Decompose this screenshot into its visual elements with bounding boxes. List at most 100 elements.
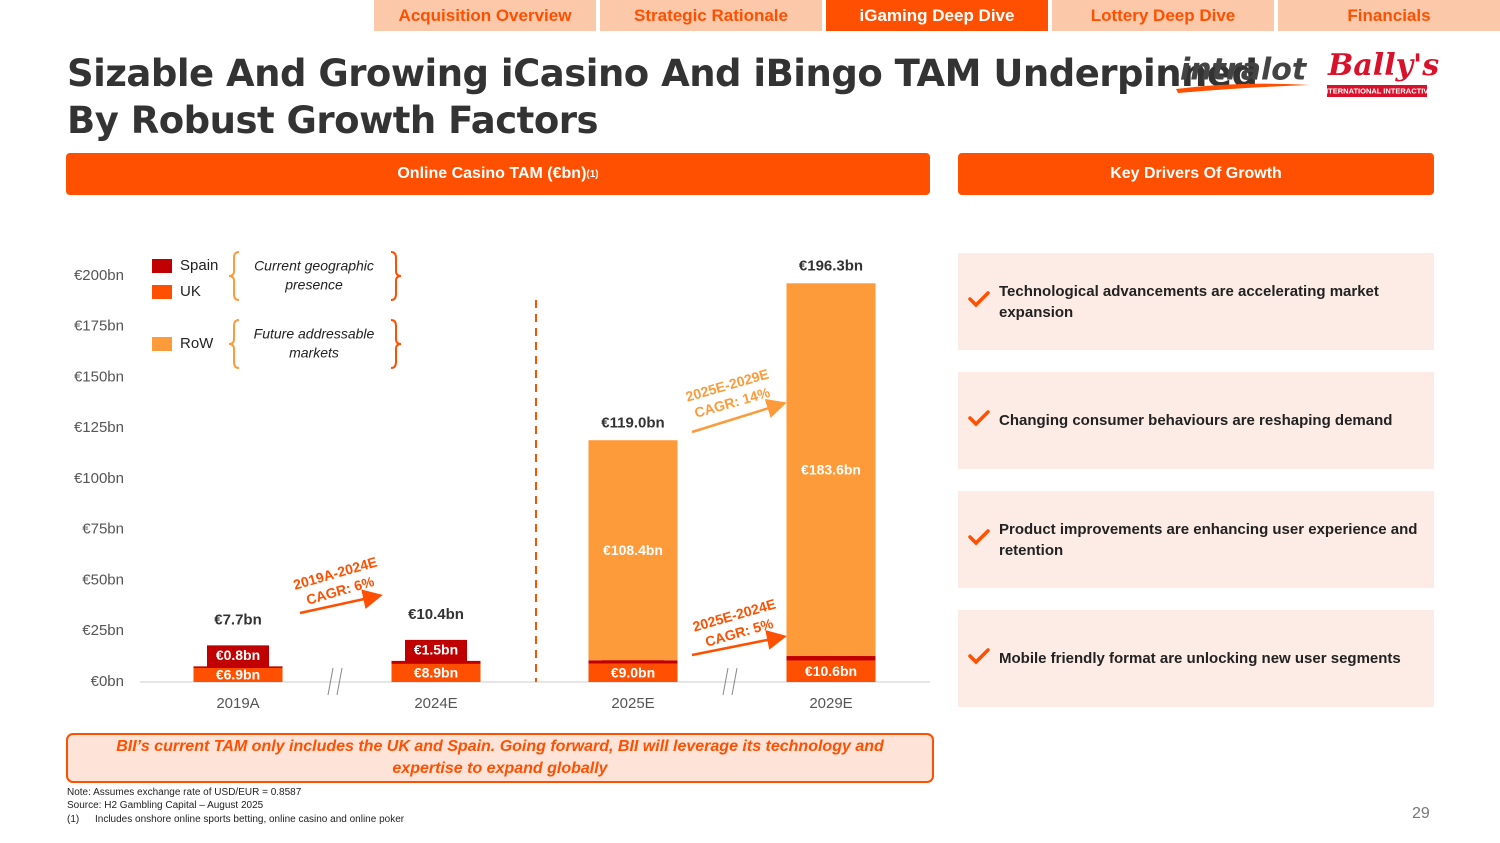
total-label: €119.0bn: [601, 414, 664, 431]
x-tick-label: 2019A: [216, 695, 259, 712]
x-tick-label: 2029E: [809, 695, 852, 712]
slide-title: Sizable And Growing iCasino And iBingo T…: [67, 50, 1258, 144]
legend-swatch: [152, 337, 172, 351]
chart-title: Online Casino TAM (€bn): [397, 165, 587, 182]
check: [967, 648, 990, 665]
axis-break: [336, 667, 343, 696]
bar-segment: [391, 663, 481, 682]
callout-text: BII’s current TAM only includes the UK a…: [116, 738, 884, 777]
y-tick-label: €200bn: [74, 267, 124, 284]
value-label: €6.9bn: [216, 667, 260, 683]
check-icon: [958, 647, 999, 670]
logo-swoosh: [1176, 83, 1310, 93]
legend-group-label: Future addressable: [254, 326, 375, 342]
nav-tab[interactable]: Lottery Deep Dive: [1052, 0, 1274, 31]
driver-card: Product improvements are enhancing user …: [958, 491, 1434, 588]
axis-break: [731, 667, 738, 696]
y-tick-label: €125bn: [74, 419, 124, 436]
legend-brace: [228, 251, 240, 301]
ballys-logo: Bally's: [1327, 48, 1439, 83]
legend-swatch: [152, 259, 172, 273]
footnote-text: Includes onshore online sports betting, …: [95, 814, 405, 825]
bar-segment: [786, 660, 876, 682]
title-line: Sizable And Growing iCasino And iBingo T…: [67, 52, 1258, 95]
check-icon: [958, 528, 999, 551]
bar-segment: [786, 283, 876, 657]
ballys-sub-box: [1327, 85, 1427, 97]
bar-segment: [588, 440, 678, 661]
logos: intralot Bally's INTERNATIONAL INTERACTI…: [1176, 48, 1439, 97]
footnote: (1) Includes onshore online sports bettin…: [67, 814, 404, 825]
total-label: €196.3bn: [799, 257, 863, 274]
x-tick-label: 2024E: [414, 695, 457, 712]
value-label: €10.6bn: [805, 663, 857, 679]
x-tick-label: 2025E: [611, 695, 654, 712]
legend-group-label: Current geographic: [254, 258, 374, 274]
driver-text: Product improvements are enhancing user …: [999, 520, 1418, 559]
nav-tab[interactable]: Strategic Rationale: [600, 0, 822, 31]
y-tick-label: €175bn: [74, 318, 124, 335]
driver-text: Mobile friendly format are unlocking new…: [999, 650, 1401, 667]
source: Source: H2 Gambling Capital – August 202…: [67, 800, 264, 811]
legend-label: UK: [180, 283, 201, 300]
drivers-title: Key Drivers Of Growth: [1110, 165, 1282, 182]
value-label: €8.9bn: [414, 665, 458, 681]
ballys-sub: INTERNATIONAL INTERACTIVE: [1321, 86, 1434, 95]
drivers-header: Key Drivers Of Growth: [958, 153, 1434, 195]
nav-tab[interactable]: Acquisition Overview: [374, 0, 596, 31]
axis-break: [327, 667, 334, 696]
value-label-box: [405, 639, 467, 662]
axis-break: [722, 667, 729, 696]
cagr-arrow: [299, 589, 383, 615]
page-number: 29: [1412, 805, 1430, 822]
y-tick-label: €75bn: [82, 521, 124, 538]
value-label: €0.8bn: [216, 647, 260, 663]
bar-segment: [786, 656, 876, 661]
y-tick-label: €0bn: [91, 673, 124, 690]
driver-text: Changing consumer behaviours are reshapi…: [999, 412, 1393, 429]
legend-label: Spain: [180, 257, 218, 274]
total-label: €7.7bn: [214, 611, 262, 628]
driver-card: Technological advancements are accelerat…: [958, 253, 1434, 350]
legend-swatch: [152, 285, 172, 299]
intralot-logo: intralot: [1180, 53, 1308, 88]
nav-tab[interactable]: iGaming Deep Dive: [826, 0, 1048, 31]
title-line: By Robust Growth Factors: [67, 99, 599, 142]
check: [967, 410, 990, 427]
driver-text: Technological advancements are accelerat…: [999, 282, 1379, 321]
cagr-arrow: [691, 398, 787, 434]
legend-group-label: markets: [289, 345, 339, 361]
legend-brace: [390, 319, 402, 369]
bar-segment: [588, 660, 678, 664]
y-tick-label: €50bn: [82, 571, 124, 588]
nav-bar: Acquisition Overview Strategic Rationale i…: [374, 0, 1500, 31]
legend-label: RoW: [180, 335, 214, 352]
y-tick-label: €25bn: [82, 622, 124, 639]
value-label: €9.0bn: [611, 665, 655, 681]
legend-brace: [390, 251, 402, 301]
check-icon: [958, 290, 999, 313]
nav-tab[interactable]: Financials: [1278, 0, 1500, 31]
legend-group-label: presence: [284, 277, 343, 293]
legend-brace: [228, 319, 240, 369]
bar-segment: [391, 660, 481, 664]
driver-card: Mobile friendly format are unlocking new…: [958, 610, 1434, 707]
footnote-marker: (1): [67, 814, 80, 825]
bar-segment: [588, 663, 678, 682]
callout: BII’s current TAM only includes the UK a…: [66, 733, 934, 783]
y-tick-label: €150bn: [74, 368, 124, 385]
value-label: €108.4bn: [603, 542, 663, 558]
y-tick-label: €100bn: [74, 470, 124, 487]
driver-card: Changing consumer behaviours are reshapi…: [958, 372, 1434, 469]
cagr-arrow: [691, 630, 787, 657]
chart-header: Online Casino TAM (€bn) (1): [66, 153, 930, 195]
check: [967, 291, 990, 308]
note: Note: Assumes exchange rate of USD/EUR =…: [67, 787, 302, 798]
check: [967, 529, 990, 546]
value-label-box: [207, 645, 269, 668]
total-label: €10.4bn: [408, 606, 464, 623]
